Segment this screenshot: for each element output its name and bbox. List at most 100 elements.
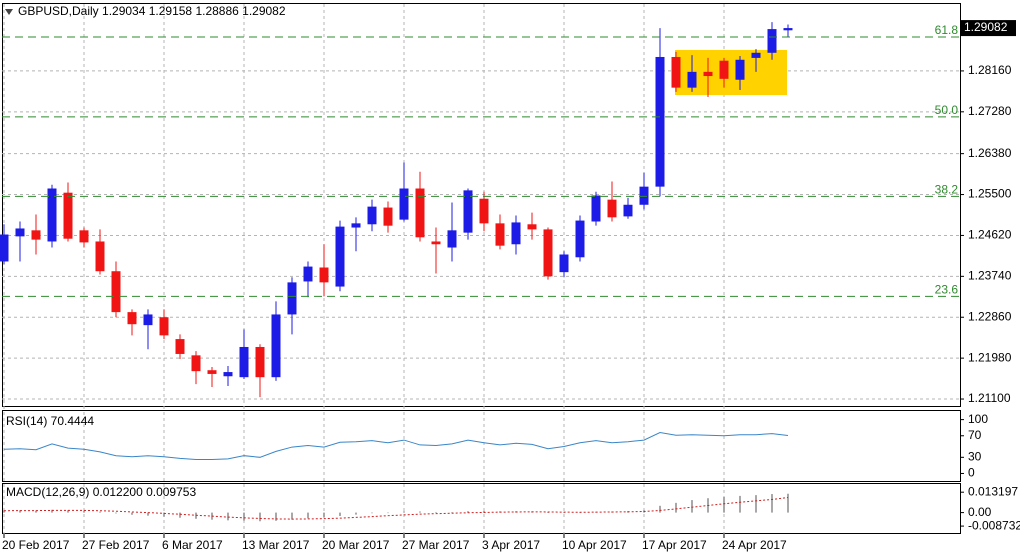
x-tick-label: 3 Apr 2017 xyxy=(482,538,540,552)
candle-body xyxy=(351,223,361,228)
y-tick-label: 0.013197 xyxy=(968,484,1018,498)
candle-body xyxy=(319,267,329,283)
candle-body xyxy=(63,192,73,239)
macd-bar xyxy=(483,511,485,513)
macd-bar xyxy=(771,494,773,513)
candle-body xyxy=(223,372,233,377)
grid xyxy=(2,4,960,534)
price-tag-label: 1.29082 xyxy=(964,20,1008,34)
candle-body xyxy=(511,222,521,245)
y-tick-label: 1.25500 xyxy=(968,187,1012,201)
y-tick-label: 0 xyxy=(968,466,975,480)
candle-body xyxy=(623,204,633,217)
y-tick-label: 1.21980 xyxy=(968,350,1012,364)
macd-bar xyxy=(323,512,325,518)
candle-body xyxy=(191,355,201,372)
macd-bar xyxy=(739,495,741,513)
macd-bar xyxy=(35,510,37,513)
macd-bar xyxy=(179,512,181,518)
candle-body xyxy=(447,230,457,248)
candle-body xyxy=(255,346,265,378)
candle-body xyxy=(47,188,57,242)
macd-bar xyxy=(467,511,469,513)
macd-bar xyxy=(339,512,341,516)
macd-title: MACD(12,26,9) 0.012200 0.009753 xyxy=(6,485,196,499)
fib-label: 23.6 xyxy=(935,282,959,296)
candle-body xyxy=(239,346,249,378)
macd-bar xyxy=(675,502,677,513)
macd-bar xyxy=(131,512,133,515)
candle-body xyxy=(0,234,9,262)
macd-bar xyxy=(435,511,437,513)
macd-bar xyxy=(163,512,165,517)
macd-bar xyxy=(259,512,261,522)
candle-body xyxy=(95,241,105,272)
candle-body xyxy=(367,206,377,225)
macd-bar xyxy=(99,511,101,513)
candle-body xyxy=(735,59,745,80)
y-tick-label: 1.26380 xyxy=(968,146,1012,160)
candle-body xyxy=(607,199,617,218)
candle-body xyxy=(335,226,345,287)
candle-body xyxy=(399,188,409,220)
y-tick-label: 0.00 xyxy=(968,505,992,519)
candle-body xyxy=(271,314,281,378)
y-tick-label: 1.28160 xyxy=(968,63,1012,77)
macd-pane xyxy=(2,483,961,534)
x-tick-label: 17 Apr 2017 xyxy=(642,538,707,552)
x-tick-label: 20 Mar 2017 xyxy=(322,538,390,552)
x-tick-label: 6 Mar 2017 xyxy=(162,538,223,552)
candle-body xyxy=(767,29,777,53)
rsi-pane xyxy=(2,410,961,482)
candle-body xyxy=(655,56,665,187)
y-tick-label: 1.27280 xyxy=(968,104,1012,118)
candle-body xyxy=(527,224,537,230)
chart-title: GBPUSD,Daily 1.29034 1.29158 1.28886 1.2… xyxy=(18,4,286,18)
candle-body xyxy=(143,314,153,326)
x-tick-label: 13 Mar 2017 xyxy=(242,538,310,552)
y-tick-label: 30 xyxy=(968,449,982,463)
rsi-line xyxy=(3,432,789,460)
fib-label: 50.0 xyxy=(935,103,959,117)
macd-bar xyxy=(419,511,421,513)
y-tick-label: 1.24620 xyxy=(968,228,1012,242)
macd-bar xyxy=(579,512,581,514)
macd-bar xyxy=(659,505,661,513)
macd-bar xyxy=(3,510,5,513)
candle-body xyxy=(207,370,217,374)
macd-bar xyxy=(83,510,85,513)
macd-bar xyxy=(387,512,389,514)
candle-body xyxy=(719,60,729,79)
macd-bar xyxy=(547,512,549,513)
y-tick-label: 1.21100 xyxy=(968,391,1011,405)
candle-body xyxy=(479,198,489,224)
candle-body xyxy=(591,195,601,222)
y-tick-label: 1.22860 xyxy=(968,309,1012,323)
candle-body xyxy=(687,71,697,88)
x-tick-label: 27 Mar 2017 xyxy=(402,538,470,552)
macd-bar xyxy=(147,512,149,516)
candle-body xyxy=(463,190,473,233)
macd-bar xyxy=(691,500,693,513)
macd-bar xyxy=(307,512,309,519)
candle-body xyxy=(559,254,569,273)
macd-bar xyxy=(755,495,757,513)
macd-bar xyxy=(723,496,725,513)
candle-body xyxy=(751,52,761,58)
macd-bar xyxy=(275,512,277,521)
candle-body xyxy=(415,188,425,238)
macd-bar xyxy=(355,512,357,515)
main-pane xyxy=(2,3,961,407)
candle-body xyxy=(15,228,25,237)
candle-body xyxy=(575,220,585,258)
candle-body xyxy=(303,266,313,282)
candle-body xyxy=(127,312,137,325)
candle-body xyxy=(495,223,505,246)
fib-label: 38.2 xyxy=(935,183,959,197)
signal-line xyxy=(3,497,789,520)
y-tick-label: 70 xyxy=(968,428,982,442)
macd-bar xyxy=(787,493,789,513)
menu-icon xyxy=(5,9,13,15)
x-tick-label: 27 Feb 2017 xyxy=(82,538,150,552)
